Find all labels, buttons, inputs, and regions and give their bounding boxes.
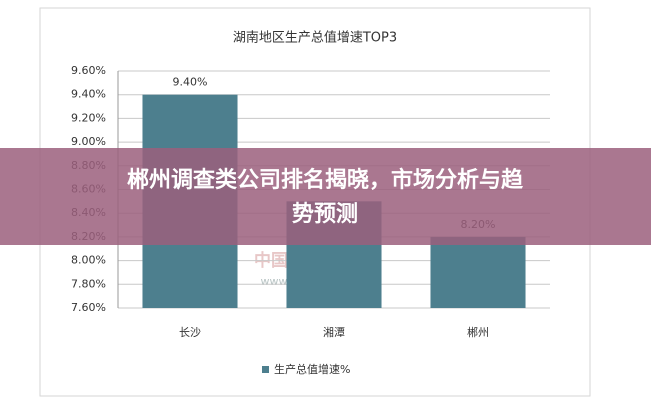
y-tick-label: 9.40% [71,88,106,101]
y-tick-label: 9.60% [71,64,106,77]
banner-title: 势预测 [292,201,358,227]
y-tick-label: 8.00% [71,254,106,267]
y-tick-label: 9.00% [71,135,106,148]
x-tick-label: 郴州 [467,325,489,339]
y-tick-label: 7.60% [71,301,106,314]
y-tick-label: 9.20% [71,111,106,124]
banner [0,148,651,245]
bar [430,236,526,308]
legend-swatch [262,366,269,373]
legend-label: 生产总值增速% [274,362,350,376]
banner-title: 郴州调查类公司排名揭晓，市场分析与趋 [127,167,524,193]
value-label: 9.40% [173,76,208,89]
chart-title: 湖南地区生产总值增速TOP3 [233,30,397,46]
x-tick-label: 长沙 [179,326,201,339]
y-tick-label: 7.80% [71,277,106,290]
x-tick-label: 湘潭 [323,325,345,339]
